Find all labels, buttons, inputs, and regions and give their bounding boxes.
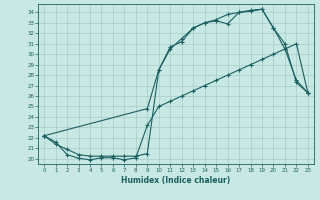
- X-axis label: Humidex (Indice chaleur): Humidex (Indice chaleur): [121, 176, 231, 185]
